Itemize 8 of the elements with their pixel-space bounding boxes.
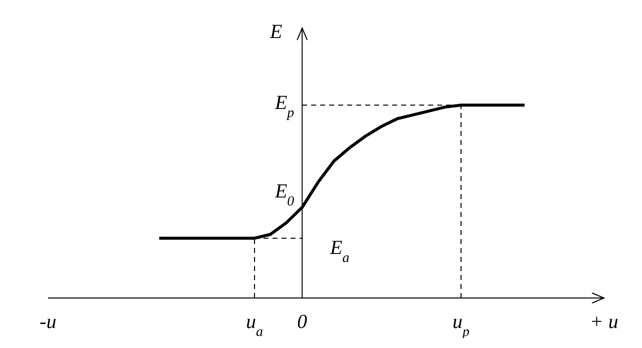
y-axis-title: E (268, 21, 282, 43)
x-tick-label: -u (40, 311, 56, 333)
annotation: E$_{a}$ (329, 237, 350, 266)
x-tick-label: + u (590, 311, 618, 333)
annotation: E$_{p}$ (274, 92, 294, 121)
x-tick-label: u$_{a}$ (246, 311, 264, 340)
x-tick-label: 0 (297, 311, 308, 333)
annotation: E$_{0}$ (274, 180, 294, 209)
